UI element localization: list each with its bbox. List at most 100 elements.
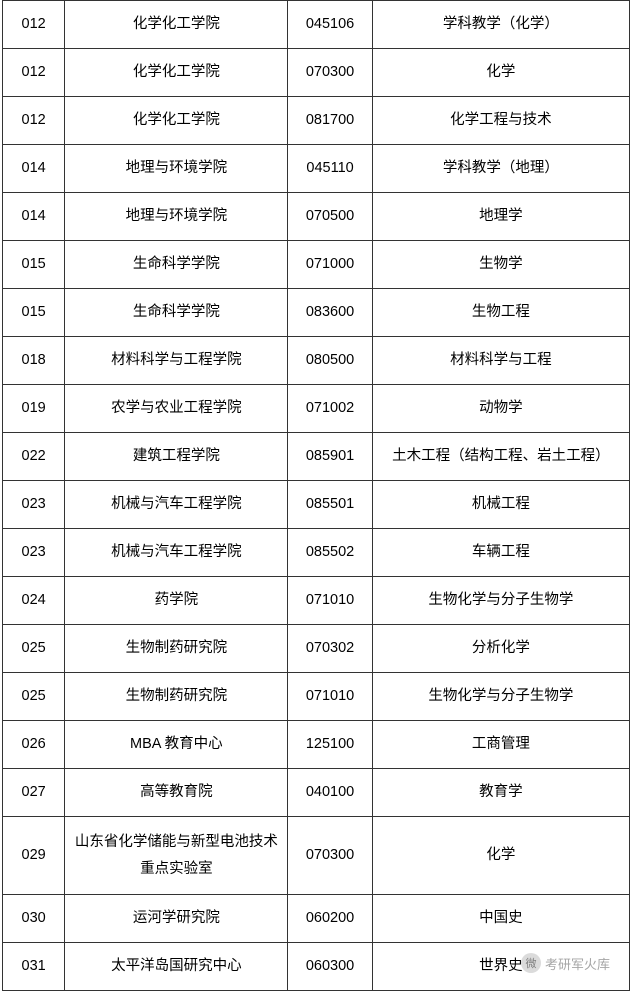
- table-row: 029山东省化学储能与新型电池技术重点实验室070300化学: [3, 817, 630, 895]
- major-code-cell: 070300: [288, 817, 372, 895]
- major-code-cell: 071002: [288, 385, 372, 433]
- program-table: 012化学化工学院045106学科教学（化学）012化学化工学院070300化学…: [2, 0, 630, 991]
- college-name-cell: 化学化工学院: [65, 1, 288, 49]
- college-name-cell: 药学院: [65, 577, 288, 625]
- college-code-cell: 024: [3, 577, 65, 625]
- table-row: 023机械与汽车工程学院085501机械工程: [3, 481, 630, 529]
- major-code-cell: 125100: [288, 721, 372, 769]
- major-code-cell: 085501: [288, 481, 372, 529]
- table-row: 022建筑工程学院085901土木工程（结构工程、岩土工程）: [3, 433, 630, 481]
- major-code-cell: 070300: [288, 49, 372, 97]
- major-code-cell: 085901: [288, 433, 372, 481]
- table-row: 025生物制药研究院070302分析化学: [3, 625, 630, 673]
- major-name-cell: 学科教学（地理）: [372, 145, 629, 193]
- major-code-cell: 060300: [288, 943, 372, 991]
- major-name-cell: 教育学: [372, 769, 629, 817]
- college-name-cell: 化学化工学院: [65, 97, 288, 145]
- major-name-cell: 学科教学（化学）: [372, 1, 629, 49]
- table-row: 024药学院071010生物化学与分子生物学: [3, 577, 630, 625]
- major-code-cell: 071010: [288, 577, 372, 625]
- college-code-cell: 012: [3, 97, 65, 145]
- watermark-text: 考研军火库: [545, 954, 610, 973]
- major-code-cell: 071000: [288, 241, 372, 289]
- major-name-cell: 机械工程: [372, 481, 629, 529]
- major-name-cell: 工商管理: [372, 721, 629, 769]
- table-row: 018材料科学与工程学院080500材料科学与工程: [3, 337, 630, 385]
- college-name-cell: 生物制药研究院: [65, 673, 288, 721]
- major-code-cell: 071010: [288, 673, 372, 721]
- major-code-cell: 070500: [288, 193, 372, 241]
- college-code-cell: 019: [3, 385, 65, 433]
- college-code-cell: 022: [3, 433, 65, 481]
- major-name-cell: 生物学: [372, 241, 629, 289]
- college-name-cell: 化学化工学院: [65, 49, 288, 97]
- college-name-cell: 地理与环境学院: [65, 193, 288, 241]
- college-name-cell: 太平洋岛国研究中心: [65, 943, 288, 991]
- college-code-cell: 018: [3, 337, 65, 385]
- college-code-cell: 012: [3, 49, 65, 97]
- table-row: 015生命科学学院083600生物工程: [3, 289, 630, 337]
- college-code-cell: 025: [3, 673, 65, 721]
- major-name-cell: 动物学: [372, 385, 629, 433]
- college-code-cell: 014: [3, 145, 65, 193]
- college-name-cell: 农学与农业工程学院: [65, 385, 288, 433]
- major-name-cell: 地理学: [372, 193, 629, 241]
- college-code-cell: 023: [3, 481, 65, 529]
- major-code-cell: 085502: [288, 529, 372, 577]
- college-code-cell: 023: [3, 529, 65, 577]
- table-row: 026MBA 教育中心125100工商管理: [3, 721, 630, 769]
- college-name-cell: 生物制药研究院: [65, 625, 288, 673]
- major-name-cell: 化学: [372, 817, 629, 895]
- major-name-cell: 化学工程与技术: [372, 97, 629, 145]
- major-name-cell: 化学: [372, 49, 629, 97]
- table-row: 015生命科学学院071000生物学: [3, 241, 630, 289]
- wechat-icon: 微: [521, 953, 541, 973]
- major-code-cell: 080500: [288, 337, 372, 385]
- college-name-cell: 机械与汽车工程学院: [65, 481, 288, 529]
- major-name-cell: 生物化学与分子生物学: [372, 577, 629, 625]
- college-name-cell: 生命科学学院: [65, 289, 288, 337]
- table-row: 030运河学研究院060200中国史: [3, 895, 630, 943]
- college-code-cell: 015: [3, 289, 65, 337]
- table-row: 012化学化工学院070300化学: [3, 49, 630, 97]
- college-code-cell: 029: [3, 817, 65, 895]
- major-code-cell: 045106: [288, 1, 372, 49]
- college-name-cell: MBA 教育中心: [65, 721, 288, 769]
- major-code-cell: 045110: [288, 145, 372, 193]
- college-name-cell: 建筑工程学院: [65, 433, 288, 481]
- college-code-cell: 026: [3, 721, 65, 769]
- table-row: 014地理与环境学院070500地理学: [3, 193, 630, 241]
- college-code-cell: 027: [3, 769, 65, 817]
- program-table-wrapper: 012化学化工学院045106学科教学（化学）012化学化工学院070300化学…: [2, 0, 630, 991]
- college-code-cell: 015: [3, 241, 65, 289]
- college-name-cell: 运河学研究院: [65, 895, 288, 943]
- watermark: 微 考研军火库: [521, 953, 610, 973]
- table-body: 012化学化工学院045106学科教学（化学）012化学化工学院070300化学…: [3, 1, 630, 991]
- college-code-cell: 030: [3, 895, 65, 943]
- college-code-cell: 012: [3, 1, 65, 49]
- table-row: 023机械与汽车工程学院085502车辆工程: [3, 529, 630, 577]
- college-name-cell: 山东省化学储能与新型电池技术重点实验室: [65, 817, 288, 895]
- college-code-cell: 025: [3, 625, 65, 673]
- major-code-cell: 083600: [288, 289, 372, 337]
- major-name-cell: 生物化学与分子生物学: [372, 673, 629, 721]
- major-code-cell: 081700: [288, 97, 372, 145]
- college-name-cell: 生命科学学院: [65, 241, 288, 289]
- major-name-cell: 车辆工程: [372, 529, 629, 577]
- major-name-cell: 分析化学: [372, 625, 629, 673]
- college-code-cell: 014: [3, 193, 65, 241]
- major-code-cell: 070302: [288, 625, 372, 673]
- college-name-cell: 地理与环境学院: [65, 145, 288, 193]
- major-name-cell: 材料科学与工程: [372, 337, 629, 385]
- table-row: 012化学化工学院081700化学工程与技术: [3, 97, 630, 145]
- major-code-cell: 040100: [288, 769, 372, 817]
- college-code-cell: 031: [3, 943, 65, 991]
- table-row: 014地理与环境学院045110学科教学（地理）: [3, 145, 630, 193]
- major-name-cell: 中国史: [372, 895, 629, 943]
- table-row: 025生物制药研究院071010生物化学与分子生物学: [3, 673, 630, 721]
- table-row: 027高等教育院040100教育学: [3, 769, 630, 817]
- college-name-cell: 材料科学与工程学院: [65, 337, 288, 385]
- major-name-cell: 生物工程: [372, 289, 629, 337]
- major-name-cell: 土木工程（结构工程、岩土工程）: [372, 433, 629, 481]
- major-code-cell: 060200: [288, 895, 372, 943]
